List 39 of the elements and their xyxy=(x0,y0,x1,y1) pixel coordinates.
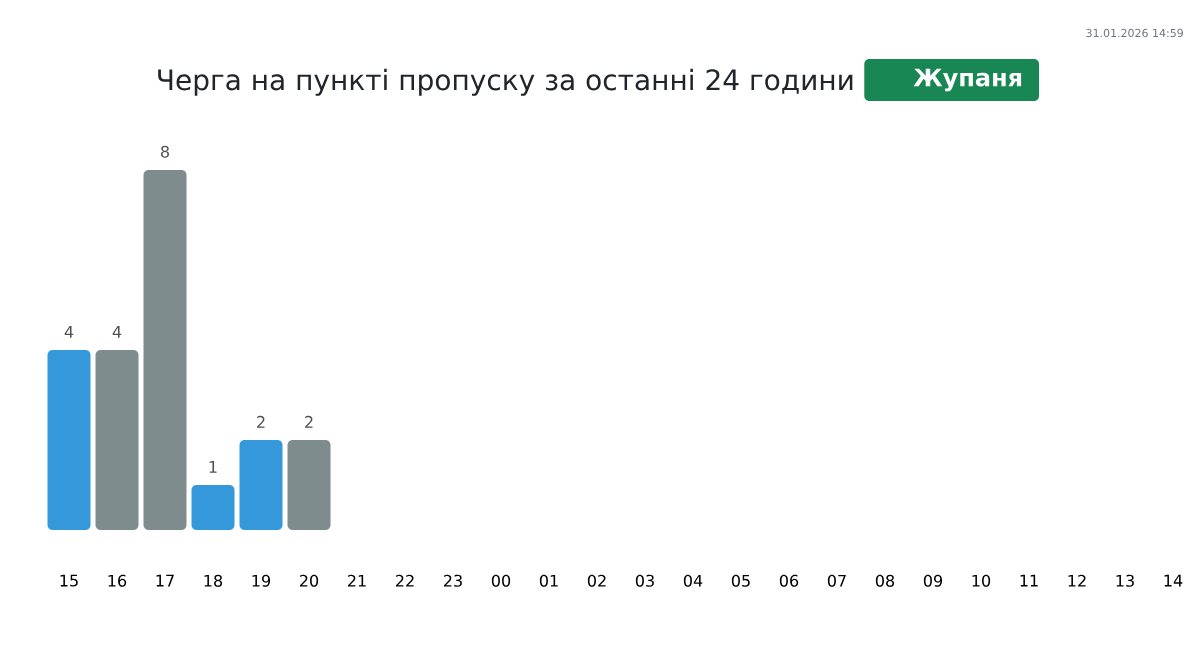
x-tick-label: 01 xyxy=(539,574,558,587)
data-label: 4 xyxy=(64,326,74,338)
x-tick-label: 17 xyxy=(156,574,174,587)
x-tick-label: 22 xyxy=(396,574,414,587)
x-tick-label: 09 xyxy=(923,574,943,587)
data-label: 8 xyxy=(161,145,169,158)
x-tick-label: 13 xyxy=(1116,574,1134,587)
text: 31.01.2026 14:59 xyxy=(1086,28,1183,38)
x-tick-label: 18 xyxy=(204,574,223,587)
data-label: 2 xyxy=(305,415,313,428)
x-tick-label: 00 xyxy=(491,574,511,587)
x-tick-label: 20 xyxy=(300,574,319,587)
x-tick-label: 15 xyxy=(60,574,78,587)
x-tick-label: 21 xyxy=(348,574,366,587)
x-tick-label: 03 xyxy=(635,574,654,587)
x-tick-label: 11 xyxy=(1020,574,1038,587)
x-tick-label: 16 xyxy=(108,574,127,587)
data-label: 1 xyxy=(209,461,217,473)
bar xyxy=(143,170,187,530)
x-tick-label: 07 xyxy=(827,574,846,587)
chart-subtitle: Жупаня xyxy=(913,68,1022,92)
x-tick-label: 02 xyxy=(587,574,606,587)
data-label: 4 xyxy=(112,326,122,338)
x-tick-label: 06 xyxy=(779,574,799,587)
x-tick-label: 23 xyxy=(444,574,462,587)
bar xyxy=(239,440,283,530)
bar xyxy=(287,440,331,530)
data-label: 2 xyxy=(257,415,265,428)
x-tick-label: 05 xyxy=(731,574,750,587)
x-tick-label: 19 xyxy=(252,574,271,587)
x-tick-label: 04 xyxy=(683,574,703,587)
chart-title: Черга на пункті пропуску за останні 24 години xyxy=(158,68,853,96)
bar xyxy=(191,485,235,530)
x-tick-label: 14 xyxy=(1164,574,1183,587)
x-tick-label: 10 xyxy=(972,574,991,587)
x-tick-label: 12 xyxy=(1068,574,1086,587)
x-tick-label: 08 xyxy=(875,574,895,587)
bar xyxy=(47,350,91,530)
bar xyxy=(95,350,139,530)
